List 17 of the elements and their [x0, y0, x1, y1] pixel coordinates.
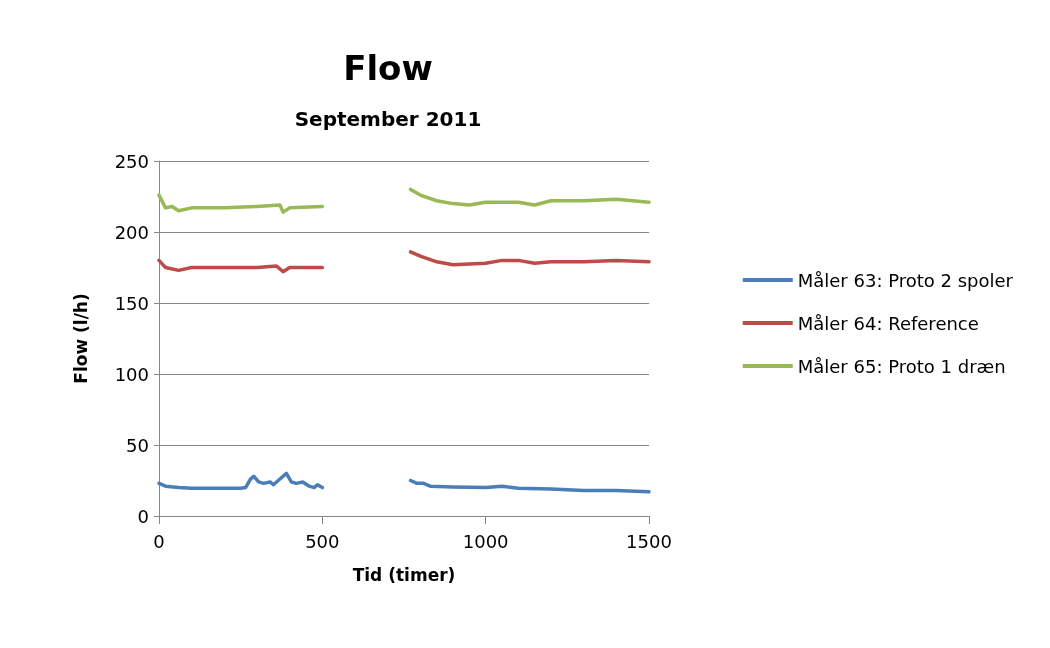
- chart-subtitle: September 2011: [294, 107, 482, 131]
- y-axis-title: Flow (l/h): [70, 293, 91, 384]
- y-tick-label: 100: [114, 363, 149, 385]
- chart-title: Flow: [343, 48, 433, 88]
- y-tick-label: 200: [114, 221, 149, 243]
- x-axis-title: Tid (timer): [352, 564, 456, 585]
- y-tick-label: 50: [126, 434, 149, 456]
- x-tick-label: 1000: [462, 530, 509, 552]
- y-tick-label: 250: [114, 150, 149, 172]
- legend-label: Måler 63: Proto 2 spoler: [797, 269, 1014, 291]
- legend-label: Måler 65: Proto 1 dræn: [797, 355, 1006, 377]
- legend-label: Måler 64: Reference: [797, 312, 979, 334]
- y-tick-label: 0: [137, 505, 149, 527]
- x-tick-label: 500: [305, 530, 340, 552]
- y-tick-label: 150: [114, 292, 149, 314]
- x-tick-label: 0: [153, 530, 165, 552]
- x-tick-label: 1500: [626, 530, 672, 552]
